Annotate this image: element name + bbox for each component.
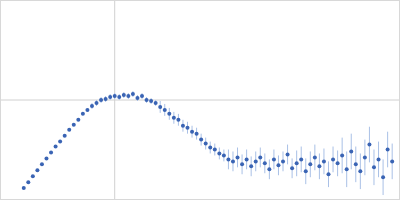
point bbox=[281, 159, 285, 163]
point bbox=[313, 155, 317, 159]
point bbox=[158, 105, 162, 109]
point bbox=[386, 148, 390, 152]
point bbox=[163, 108, 167, 112]
point bbox=[367, 143, 371, 147]
point bbox=[381, 175, 385, 179]
point bbox=[95, 101, 99, 105]
point bbox=[126, 94, 130, 98]
point bbox=[349, 149, 353, 153]
point bbox=[181, 124, 185, 128]
point bbox=[40, 162, 44, 166]
point bbox=[290, 166, 294, 170]
point bbox=[276, 163, 280, 167]
point bbox=[222, 153, 226, 157]
point bbox=[140, 94, 144, 98]
point bbox=[176, 118, 180, 122]
point bbox=[44, 156, 48, 160]
point bbox=[317, 164, 321, 168]
point bbox=[345, 167, 349, 171]
point bbox=[190, 130, 194, 134]
point bbox=[99, 98, 103, 102]
point bbox=[331, 157, 335, 161]
point bbox=[217, 151, 221, 155]
point bbox=[72, 123, 76, 127]
point bbox=[195, 132, 199, 136]
point bbox=[149, 99, 153, 103]
point bbox=[108, 95, 112, 99]
point bbox=[358, 169, 362, 173]
chart bbox=[0, 0, 400, 200]
point bbox=[26, 180, 30, 184]
point bbox=[240, 162, 244, 166]
point bbox=[272, 157, 276, 161]
point bbox=[117, 95, 121, 99]
points bbox=[22, 92, 394, 190]
point bbox=[67, 128, 71, 132]
point bbox=[308, 162, 312, 166]
point bbox=[172, 116, 176, 120]
plot-area bbox=[22, 91, 394, 195]
point bbox=[104, 97, 108, 101]
point bbox=[390, 159, 394, 163]
point bbox=[122, 93, 126, 97]
point bbox=[199, 138, 203, 142]
point bbox=[363, 155, 367, 159]
point bbox=[295, 161, 299, 165]
error-bars bbox=[24, 91, 392, 195]
point bbox=[58, 140, 62, 144]
point bbox=[31, 174, 35, 178]
point bbox=[236, 155, 240, 159]
point bbox=[154, 101, 158, 105]
point bbox=[354, 162, 358, 166]
point bbox=[267, 167, 271, 171]
point bbox=[167, 112, 171, 116]
point bbox=[113, 94, 117, 98]
point bbox=[372, 165, 376, 169]
point bbox=[254, 159, 258, 163]
point bbox=[49, 150, 53, 154]
point bbox=[258, 155, 262, 159]
point bbox=[145, 98, 149, 102]
point bbox=[35, 168, 39, 172]
point bbox=[226, 157, 230, 161]
point bbox=[245, 157, 249, 161]
point bbox=[263, 161, 267, 165]
grid-line-y bbox=[1, 100, 399, 101]
point bbox=[213, 148, 217, 152]
point bbox=[231, 159, 235, 163]
point bbox=[131, 92, 135, 96]
point bbox=[54, 145, 58, 149]
point bbox=[185, 126, 189, 130]
plot-frame bbox=[1, 1, 400, 200]
point bbox=[208, 146, 212, 150]
point bbox=[63, 134, 67, 138]
point bbox=[377, 157, 381, 161]
point bbox=[135, 96, 139, 100]
point bbox=[304, 169, 308, 173]
point bbox=[286, 152, 290, 156]
point bbox=[249, 164, 253, 168]
point bbox=[22, 186, 26, 190]
point bbox=[322, 159, 326, 163]
grid bbox=[1, 1, 399, 199]
point bbox=[340, 153, 344, 157]
point bbox=[76, 118, 80, 122]
point bbox=[204, 142, 208, 146]
point bbox=[85, 108, 89, 112]
point bbox=[90, 104, 94, 108]
point bbox=[336, 161, 340, 165]
point bbox=[81, 112, 85, 116]
point bbox=[326, 172, 330, 176]
point bbox=[299, 157, 303, 161]
